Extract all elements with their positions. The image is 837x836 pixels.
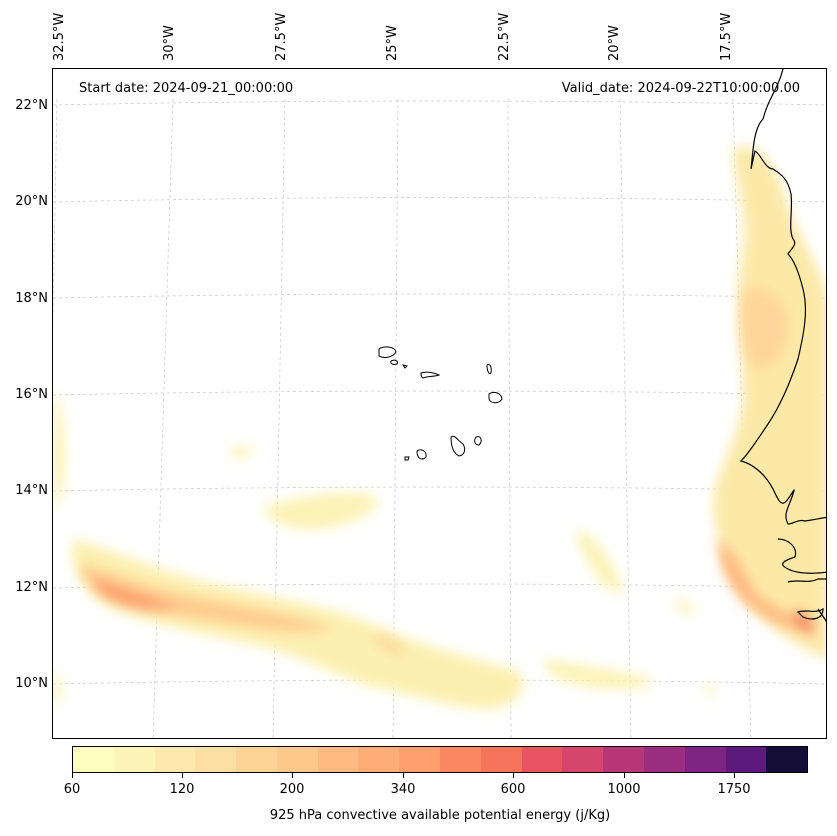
lon-label-17-5w: 17.5°W [719,12,734,61]
colorbar-segment-2 [154,747,196,772]
colorbar-segment-14 [643,747,685,772]
colorbar-segment-7 [358,747,400,772]
colorbar-segment-1 [113,747,155,772]
colorbar-segment-3 [195,747,237,772]
cbar-tick-200: 200 [279,782,305,797]
cape-core-east-1 [741,287,788,369]
map-canvas[interactable]: Start date: 2024-09-21_00:00:00 Valid_da… [53,69,827,739]
colorbar [72,746,808,773]
cbar-tick-1000: 1000 [607,782,641,797]
cape-core-sw [81,564,334,632]
island-santiago [450,435,466,457]
cbar-tickmark-120 [182,773,183,778]
lon-label-30w: 30°W [162,25,177,61]
lat-label-16n: 16°N [15,387,48,402]
cape-region-left-bottom [53,669,62,709]
colorbar-segment-10 [480,747,522,772]
colorbar-segment-8 [399,747,441,772]
lat-label-18n: 18°N [15,291,48,306]
cape-core-east-2 [718,539,813,631]
colorbar-segment-13 [603,747,644,772]
island-fogo [416,449,427,460]
lon-label-32-5w: 32.5°W [52,12,67,61]
cape-region-streak-3 [673,599,695,614]
cape-region-east [713,146,826,659]
colorbar-segment-0 [73,747,114,772]
island-boa-vista [488,391,503,404]
island-santa-luzia [401,364,408,369]
colorbar-label: 925 hPa convective available potential e… [269,808,611,823]
cape-region-streak-4 [702,686,717,695]
cape-region-left-edge [53,389,65,509]
cape-field [53,146,826,709]
colorbar-segment-15 [684,747,726,772]
colorbar-segment-12 [562,747,604,772]
cape-region-streak-1 [576,529,623,593]
cbar-tickmark-60 [72,773,73,778]
cbar-tickmark-600 [513,773,514,778]
lon-label-27-5w: 27.5°W [274,12,289,61]
island-santo-antao [378,346,397,358]
island-sao-vicente [390,359,398,365]
island-maio [474,436,482,446]
cbar-tickmark-1000 [624,773,625,778]
start-date-text: Start date: 2024-09-21_00:00:00 [79,81,293,96]
cbar-tick-600: 600 [500,782,526,797]
colorbar-segment-6 [317,747,359,772]
colorbar-segment-16 [725,747,767,772]
cbar-tickmark-340 [403,773,404,778]
cbar-tick-340: 340 [390,782,416,797]
colorbar-segment-5 [276,747,318,772]
island-brava [404,456,410,461]
cbar-tick-120: 120 [169,782,195,797]
cbar-tickmark-1750 [734,773,735,778]
coastline [739,69,826,623]
island-sao-nicolau [420,371,441,379]
lon-label-20w: 20°W [607,25,622,61]
cbar-tick-60: 60 [63,782,81,797]
colorbar-segment-4 [236,747,277,772]
colorbar-segment-17 [766,747,808,772]
lon-label-22-5w: 22.5°W [497,12,512,61]
cape-region-small [228,445,253,458]
cbar-tick-1750: 1750 [717,782,751,797]
island-sal [486,364,492,374]
lat-label-22n: 22°N [15,98,48,113]
cbar-tickmark-200 [292,773,293,778]
cape-core-mid [373,634,404,654]
cape-verde-islands [378,346,503,461]
lat-label-10n: 10°N [15,676,48,691]
lon-label-25w: 25°W [385,25,400,61]
colorbar-segment-9 [440,747,481,772]
cape-core-sw-hot [92,579,178,612]
valid-date-text: Valid_date: 2024-09-22T10:00:00.00 [562,81,800,96]
lat-label-12n: 12°N [15,580,48,595]
map-panel[interactable]: Start date: 2024-09-21_00:00:00 Valid_da… [52,68,827,739]
lat-label-14n: 14°N [15,483,48,498]
lat-label-20n: 20°N [15,194,48,209]
cape-core-east-3 [793,609,815,634]
colorbar-segment-11 [521,747,563,772]
cape-region-mid [263,493,379,530]
cape-region-streak-2 [543,659,653,689]
